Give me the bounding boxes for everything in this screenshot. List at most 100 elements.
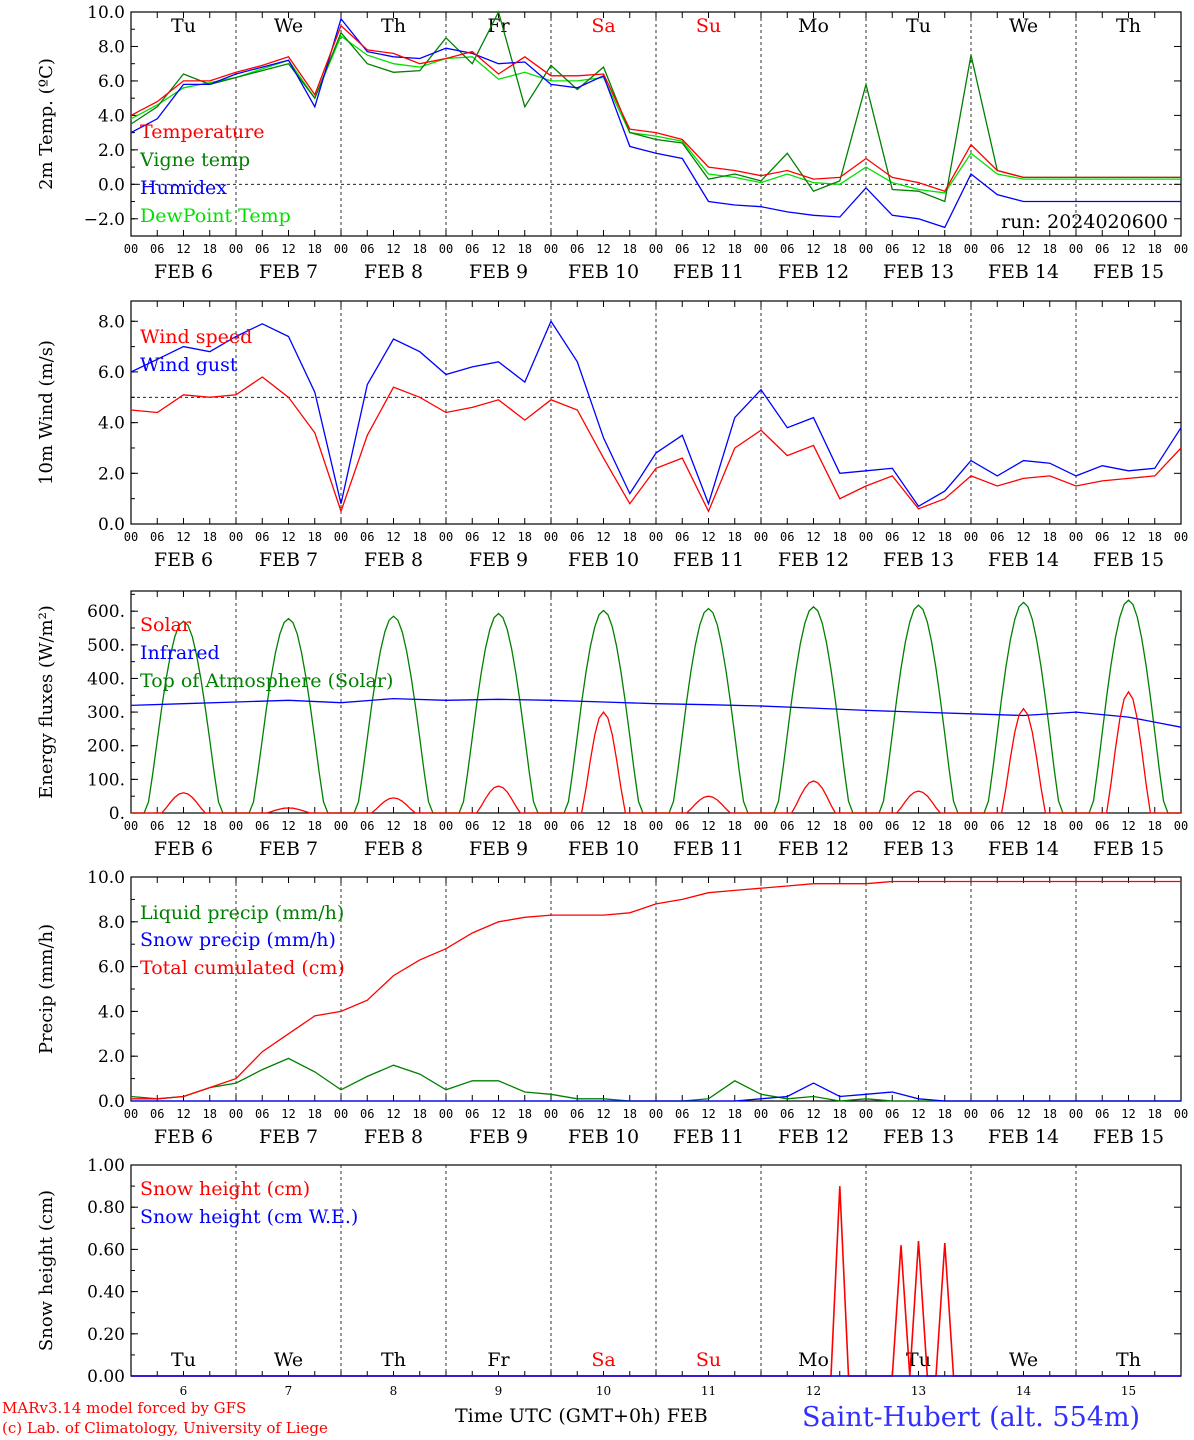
series-line-solar bbox=[131, 690, 1181, 814]
x-date-label: FEB 15 bbox=[1093, 1126, 1164, 1148]
x-tick-label: 12 bbox=[1121, 1107, 1135, 1121]
x-date-label: FEB 14 bbox=[988, 1126, 1059, 1148]
x-tick-label: 18 bbox=[728, 1107, 742, 1121]
x-tick-label: 12 bbox=[281, 819, 295, 833]
x-tick-label: 18 bbox=[1043, 1107, 1057, 1121]
x-date-label: FEB 11 bbox=[673, 838, 744, 860]
panel-2: 0.0 2.0 4.0 6.0 8.0 10m Wind (m/s) 00 06 12 18 00 0… bbox=[36, 300, 1188, 571]
x-tick-label: 06 bbox=[885, 530, 899, 544]
x-tick-label: 06 bbox=[255, 1107, 269, 1121]
x-tick-label: 12 bbox=[911, 242, 925, 256]
x-tick-label: 06 bbox=[465, 819, 479, 833]
y-tick-label: −2.0 bbox=[84, 210, 125, 230]
y-axis-label: Energy fluxes (W/m²) bbox=[36, 605, 57, 799]
x-tick-label: 12 bbox=[911, 819, 925, 833]
y-tick-label: 10.0 bbox=[87, 3, 125, 23]
legend-entry: DewPoint Temp bbox=[140, 205, 291, 227]
run-label: run: 2024020600 bbox=[1001, 211, 1168, 233]
x-tick-label: 00 bbox=[439, 242, 453, 256]
x-date-label: FEB 6 bbox=[154, 261, 213, 283]
x-tick-label: 18 bbox=[1148, 819, 1162, 833]
x-tick-label: 12 bbox=[176, 1107, 190, 1121]
x-tick-label: 06 bbox=[465, 1107, 479, 1121]
legend-entry: Solar bbox=[140, 614, 192, 636]
x-tick-label: 06 bbox=[675, 819, 689, 833]
day-name-label: We bbox=[274, 1349, 303, 1371]
x-date-label: FEB 15 bbox=[1093, 261, 1164, 283]
x-tick-label: 12 bbox=[701, 819, 715, 833]
x-axis-title: Time UTC (GMT+0h) FEB bbox=[455, 1405, 708, 1427]
x-date-label: FEB 11 bbox=[673, 549, 744, 571]
x-tick-label: 12 bbox=[491, 242, 505, 256]
y-tick-label: 6.0 bbox=[98, 72, 125, 92]
x-tick-label: 00 bbox=[1174, 1107, 1188, 1121]
x-tick-label: 18 bbox=[308, 819, 322, 833]
x-tick-label: 06 bbox=[360, 1107, 374, 1121]
series-line-wind-speed bbox=[130, 376, 1182, 514]
x-tick-label: 00 bbox=[544, 1107, 558, 1121]
station-name: Saint-Hubert (alt. 554m) bbox=[802, 1402, 1141, 1433]
x-date-label: FEB 7 bbox=[259, 838, 318, 860]
x-tick-label: 00 bbox=[334, 1107, 348, 1121]
x-tick-label: 00 bbox=[754, 530, 768, 544]
x-tick-label: 18 bbox=[833, 242, 847, 256]
x-tick-label: 00 bbox=[754, 819, 768, 833]
y-tick-label: 0.0 bbox=[98, 515, 125, 535]
x-tick-label: 06 bbox=[885, 1107, 899, 1121]
x-tick-label: 06 bbox=[150, 1107, 164, 1121]
x-date-number: 12 bbox=[806, 1384, 821, 1398]
x-date-label: FEB 9 bbox=[469, 838, 528, 860]
x-tick-label: 00 bbox=[1174, 819, 1188, 833]
x-tick-label: 12 bbox=[911, 1107, 925, 1121]
y-tick-label: 0.40 bbox=[87, 1283, 125, 1303]
x-tick-label: 18 bbox=[203, 530, 217, 544]
x-tick-label: 00 bbox=[649, 1107, 663, 1121]
x-date-label: FEB 10 bbox=[568, 261, 639, 283]
x-tick-label: 12 bbox=[386, 1107, 400, 1121]
x-tick-label: 12 bbox=[176, 819, 190, 833]
x-date-label: FEB 7 bbox=[259, 261, 318, 283]
x-date-label: FEB 12 bbox=[778, 1126, 849, 1148]
series-line-infrared bbox=[130, 697, 1182, 728]
x-tick-label: 00 bbox=[544, 819, 558, 833]
y-tick-label: 8.0 bbox=[98, 312, 125, 332]
x-tick-label: 00 bbox=[544, 530, 558, 544]
x-tick-label: 00 bbox=[859, 1107, 873, 1121]
legend-entry: Total cumulated (cm) bbox=[140, 957, 345, 979]
x-date-label: FEB 8 bbox=[364, 838, 423, 860]
x-date-number: 13 bbox=[911, 1384, 926, 1398]
x-tick-label: 06 bbox=[360, 819, 374, 833]
x-tick-label: 06 bbox=[1095, 530, 1109, 544]
x-tick-label: 06 bbox=[780, 530, 794, 544]
x-tick-label: 00 bbox=[964, 1107, 978, 1121]
x-tick-label: 00 bbox=[1174, 530, 1188, 544]
x-tick-label: 18 bbox=[308, 1107, 322, 1121]
legend-entry: Vigne temp bbox=[139, 149, 250, 171]
x-tick-label: 06 bbox=[990, 819, 1004, 833]
x-date-label: FEB 13 bbox=[883, 549, 954, 571]
x-date-number: 10 bbox=[596, 1384, 611, 1398]
x-tick-label: 00 bbox=[439, 819, 453, 833]
x-tick-label: 00 bbox=[334, 242, 348, 256]
x-tick-label: 18 bbox=[938, 819, 952, 833]
day-name-label: We bbox=[274, 15, 303, 37]
y-tick-label: 10.0 bbox=[87, 868, 125, 888]
legend-entry: Top of Atmosphere (Solar) bbox=[140, 670, 393, 692]
x-tick-label: 06 bbox=[990, 530, 1004, 544]
series-line-total-cumulated-cm- bbox=[131, 880, 1181, 1100]
x-tick-label: 06 bbox=[465, 530, 479, 544]
x-tick-label: 18 bbox=[1043, 819, 1057, 833]
x-tick-label: 06 bbox=[780, 1107, 794, 1121]
y-tick-label: 2.0 bbox=[98, 1047, 125, 1067]
x-tick-label: 00 bbox=[1174, 242, 1188, 256]
x-tick-label: 06 bbox=[570, 819, 584, 833]
x-tick-label: 06 bbox=[360, 530, 374, 544]
x-date-label: FEB 8 bbox=[364, 1126, 423, 1148]
y-tick-label: 500. bbox=[87, 636, 125, 656]
x-tick-label: 18 bbox=[518, 1107, 532, 1121]
y-tick-label: 6.0 bbox=[98, 363, 125, 383]
y-axis-label: 2m Temp. (ºC) bbox=[36, 58, 57, 190]
x-tick-label: 06 bbox=[675, 530, 689, 544]
x-axis-month: FEB bbox=[666, 1405, 708, 1427]
x-date-label: FEB 9 bbox=[469, 549, 528, 571]
